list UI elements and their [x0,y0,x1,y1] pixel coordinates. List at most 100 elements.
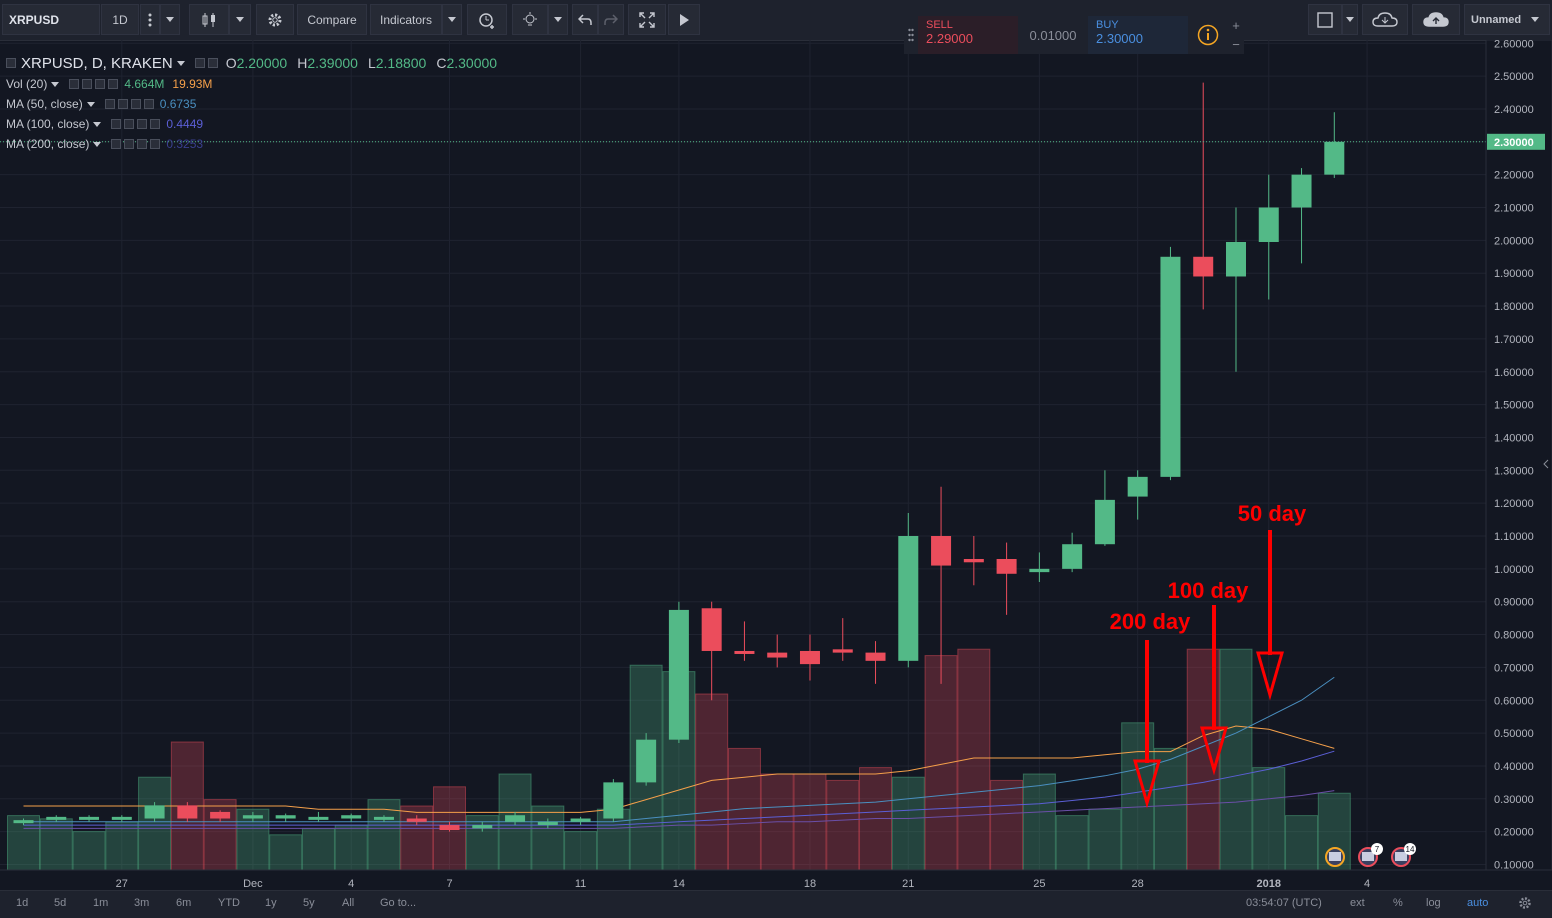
log-scale-toggle[interactable]: log [1426,897,1441,909]
goto-date-button[interactable]: Go to... [380,897,417,909]
price-tick-label: 0.90000 [1494,597,1534,609]
ma50-label[interactable]: MA (50, close) [6,97,83,111]
ma200-menu-icon[interactable] [93,141,102,147]
range-1d[interactable]: 1d [16,897,29,909]
undo-icon[interactable] [572,4,598,35]
ma50-eye-icon[interactable] [104,99,115,109]
settings-gear-icon[interactable] [256,4,294,35]
buy-button[interactable]: BUY 2.30000 [1088,16,1188,54]
chart-settings-gear-icon[interactable] [1518,896,1532,910]
price-tick-label: 1.00000 [1494,564,1534,576]
ma50-close-icon[interactable] [143,99,154,109]
percent-scale-toggle[interactable]: % [1393,897,1403,909]
range-5y[interactable]: 5y [303,897,315,909]
volume-bar [1252,767,1286,871]
info-icon[interactable] [1188,16,1228,54]
range-5d[interactable]: 5d [54,897,67,909]
drag-handle-icon[interactable] [904,16,918,54]
drawing-rect-icon[interactable] [1308,4,1342,35]
ma100-close-icon[interactable] [150,119,161,129]
ma200-close-icon[interactable] [150,139,161,149]
auto-scale-toggle[interactable]: auto [1467,897,1489,909]
fullscreen-icon[interactable] [628,4,666,35]
event-count-label: 7 [1375,845,1380,854]
price-tick-label: 1.60000 [1494,367,1534,379]
ideas-dropdown-icon[interactable] [548,4,568,35]
time-tick-label: 27 [116,878,128,890]
annotation-a100-label: 100 day [1168,578,1249,603]
ma200-eye-icon[interactable] [111,139,122,149]
alert-clock-icon[interactable] [467,4,507,35]
vol-ma-value: 19.93M [172,77,213,91]
redo-icon[interactable] [598,4,624,35]
ma100-eye-icon[interactable] [111,119,122,129]
candle-body [406,818,427,822]
range-1y[interactable]: 1y [265,897,277,909]
quantity-minus-button[interactable]: − [1232,37,1240,52]
more-intervals-icon[interactable] [140,4,160,35]
range-6m[interactable]: 6m [176,897,192,909]
sell-label: SELL [926,19,953,31]
sell-button[interactable]: SELL 2.29000 [918,16,1018,54]
ext-hours-toggle[interactable]: ext [1350,897,1365,909]
time-tick-label: 2018 [1257,878,1281,890]
ohlc-open-label: O [225,55,237,71]
ma50-gear-icon[interactable] [117,99,128,109]
drawing-dropdown-icon[interactable] [1342,4,1358,35]
vol-menu-icon[interactable] [51,81,60,87]
range-all[interactable]: All [342,897,355,909]
candle-body [341,815,362,819]
chart-pane[interactable]: 2.60000 2.50000 2.40000 2.30000 2.20000 2.100… [0,40,1552,917]
annotation-50-arrow-head [1256,651,1284,701]
symbol-title[interactable]: XRPUSD, D, KRAKEN [21,54,173,72]
utc-clock[interactable]: 03:54:07 (UTC) [1246,897,1322,909]
range-ytd[interactable]: YTD [218,897,240,909]
vol-indicator-label[interactable]: Vol (20) [6,77,48,91]
annotation-200-arrow-head [1133,759,1161,809]
price-axis-bg [1485,40,1552,871]
price-tick-label: 1.30000 [1494,465,1534,477]
volume-bar [695,693,729,871]
interval-dropdown-icon[interactable] [160,4,180,35]
interval-button[interactable]: 1D [101,4,139,35]
cloud-save-icon[interactable] [1412,4,1460,35]
symbol-settings-icon[interactable] [207,58,218,68]
symbol-menu-icon[interactable] [176,60,185,66]
vol-plus-icon[interactable] [95,79,106,89]
time-tick-label: 28 [1132,878,1144,890]
range-3m[interactable]: 3m [134,897,150,909]
ma50-menu-icon[interactable] [86,101,95,107]
cloud-load-icon[interactable] [1362,4,1408,35]
chart-style-dropdown-icon[interactable] [229,4,251,35]
range-1m[interactable]: 1m [93,897,109,909]
indicators-dropdown-icon[interactable] [442,4,462,35]
replay-play-icon[interactable] [668,4,700,35]
compare-button[interactable]: Compare [297,4,367,35]
ma100-plus-icon[interactable] [137,119,148,129]
quantity-plus-button[interactable]: + [1232,18,1240,33]
ma200-plus-icon[interactable] [137,139,148,149]
symbol-visibility-icon[interactable] [194,58,205,68]
ma100-label[interactable]: MA (100, close) [6,117,90,131]
volume-bar [138,776,172,871]
indicators-button[interactable]: Indicators [370,4,442,35]
ideas-lightbulb-icon[interactable] [512,4,548,35]
price-tick-label: 2.00000 [1494,235,1534,247]
candle-body [111,816,132,820]
ma50-plus-icon[interactable] [130,99,141,109]
chart-canvas[interactable]: 2.60000 2.50000 2.40000 2.30000 2.20000 2.100… [0,40,1552,890]
candle-body [996,558,1017,574]
vol-eye-icon[interactable] [69,79,80,89]
collapse-legend-icon[interactable] [6,58,16,68]
candle-body [177,805,198,819]
symbol-search-button[interactable]: XRPUSD [2,4,100,35]
ohlc-low-label: L [367,55,376,71]
layout-name-button[interactable]: Unnamed [1464,4,1550,35]
ma200-gear-icon[interactable] [124,139,135,149]
ma100-gear-icon[interactable] [124,119,135,129]
vol-gear-icon[interactable] [82,79,93,89]
chart-style-candles-icon[interactable] [189,4,229,35]
ma200-label[interactable]: MA (200, close) [6,137,90,151]
ma100-menu-icon[interactable] [93,121,102,127]
vol-close-icon[interactable] [108,79,119,89]
